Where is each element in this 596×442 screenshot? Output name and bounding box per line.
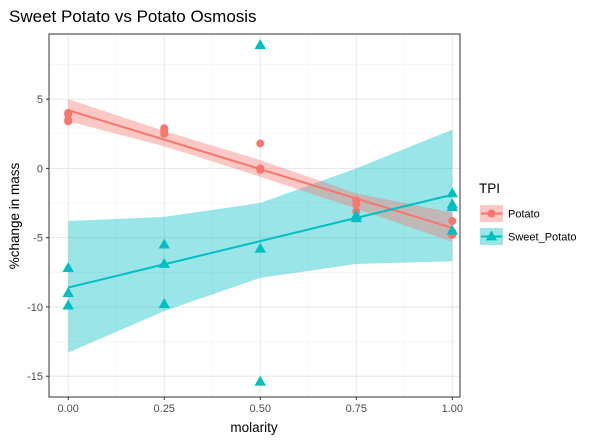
x-tick-label: 1.00 xyxy=(442,403,463,415)
legend-label: Sweet_Potato xyxy=(508,232,577,244)
point-sweet-potato xyxy=(158,298,170,309)
point-potato xyxy=(256,164,265,173)
point-sweet-potato xyxy=(446,201,459,212)
point-potato xyxy=(64,115,73,124)
point-sweet-potato xyxy=(62,287,74,297)
point-sweet-potato xyxy=(158,257,170,268)
x-tick-label: 0.50 xyxy=(250,403,271,415)
point-potato xyxy=(64,108,73,117)
plot-grid xyxy=(49,34,460,397)
legend-key-sweet-potato xyxy=(480,228,503,245)
plot-panel xyxy=(49,34,460,397)
point-potato xyxy=(256,139,265,148)
point-potato xyxy=(352,200,361,209)
legend: TPI Potato Sweet_Potato xyxy=(479,181,577,245)
point-potato xyxy=(160,124,169,133)
x-axis-title: molarity xyxy=(230,420,278,435)
x-tick-label: 0.25 xyxy=(154,403,175,415)
y-axis-title: %change in mass xyxy=(7,162,22,269)
point-sweet-potato xyxy=(254,39,266,49)
chart-title: Sweet Potato vs Potato Osmosis xyxy=(9,7,257,26)
y-tick-label: 5 xyxy=(37,94,43,106)
fit-line-sweet-potato xyxy=(67,193,453,289)
legend-label: Potato xyxy=(508,209,540,221)
point-sweet-potato xyxy=(62,262,74,273)
y-tick-label: -10 xyxy=(27,302,43,314)
legend-title: TPI xyxy=(479,181,500,196)
axes: 0.00 0.25 0.50 0.75 1.00 -15 -10 -5 0 5 xyxy=(27,33,463,415)
legend-key-marker xyxy=(487,209,496,218)
point-sweet-potato xyxy=(158,238,170,249)
point-sweet-potato xyxy=(62,299,74,310)
point-sweet-potato xyxy=(254,242,266,253)
point-sweet-potato xyxy=(446,224,459,235)
y-tick-label: -15 xyxy=(27,371,43,383)
point-sweet-potato xyxy=(446,187,459,198)
point-sweet-potato xyxy=(350,212,362,223)
point-potato xyxy=(448,217,457,226)
y-tick-label: 0 xyxy=(37,163,43,175)
y-tick-label: -5 xyxy=(33,233,43,245)
x-tick-label: 0.75 xyxy=(346,403,367,415)
point-sweet-potato xyxy=(254,375,266,386)
legend-key-potato xyxy=(480,205,503,222)
data-points xyxy=(62,39,459,386)
legend-key-marker xyxy=(485,230,498,241)
x-tick-label: 0.00 xyxy=(57,403,78,415)
panel-border xyxy=(48,33,461,398)
